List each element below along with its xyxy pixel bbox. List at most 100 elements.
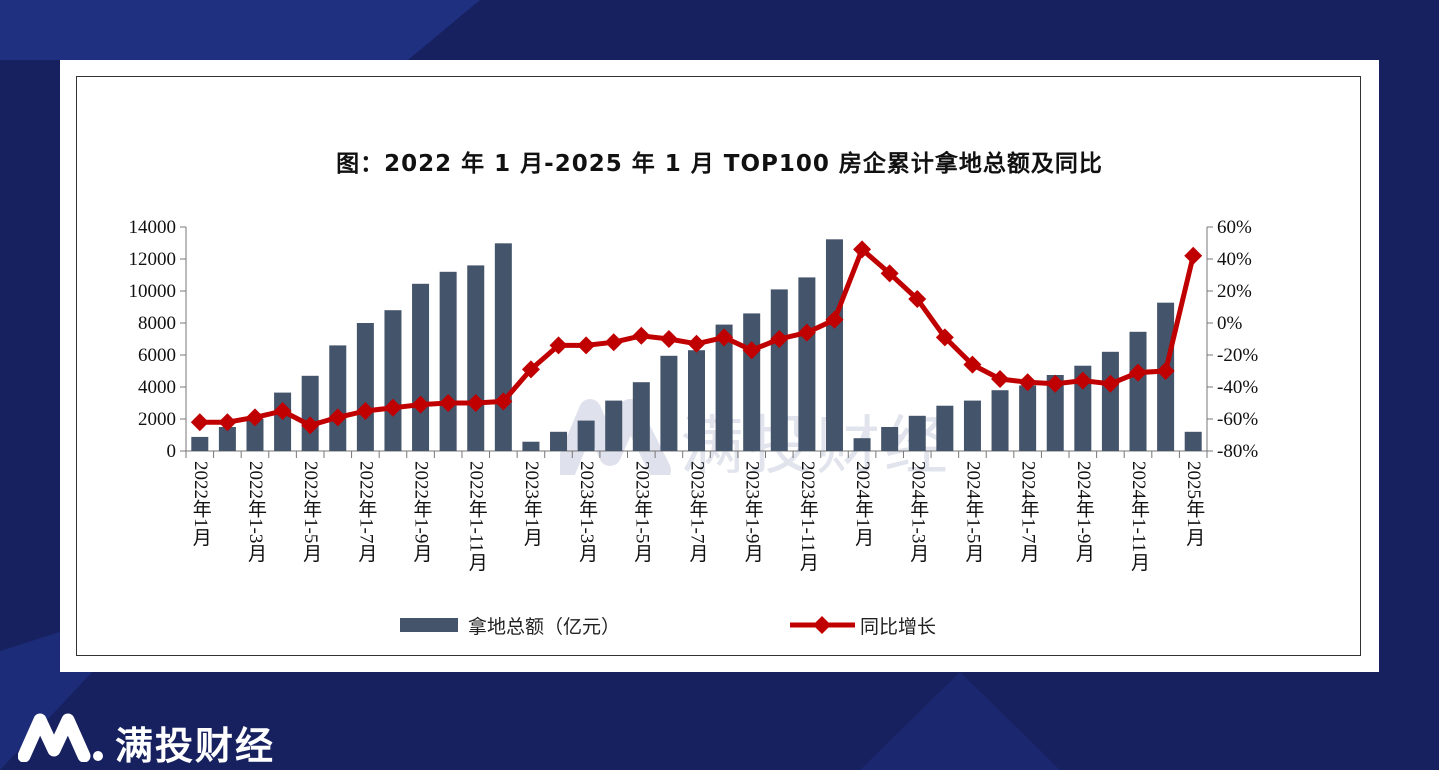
left-tick-label: 0 xyxy=(167,441,177,462)
brand-name: 满投财经 xyxy=(115,724,276,768)
line-marker xyxy=(1046,374,1065,393)
line-marker xyxy=(963,355,982,374)
bar xyxy=(798,277,816,451)
chart-frame xyxy=(76,76,1361,656)
line-marker xyxy=(880,264,899,283)
bar xyxy=(908,415,926,451)
line-marker xyxy=(466,394,485,412)
bar xyxy=(936,405,954,451)
line-marker xyxy=(908,290,927,308)
line-marker xyxy=(273,402,292,420)
right-tick-label: -40% xyxy=(1217,377,1258,398)
background-shape xyxy=(860,672,1060,770)
combo-chart: 0 2000 4000 6000 8000 10000 12000 14000 -80% -60%… xyxy=(129,217,1258,634)
left-tick-label: 8000 xyxy=(138,313,176,334)
x-tick-label: 2022年1-3月 xyxy=(244,461,266,563)
bar xyxy=(1101,351,1119,451)
bar xyxy=(577,420,595,451)
legend-bar-swatch xyxy=(400,618,458,632)
legend-bar-label: 拿地总额（亿元） xyxy=(468,616,621,638)
line-marker xyxy=(1073,371,1092,390)
left-tick-label: 2000 xyxy=(138,409,176,430)
x-tick-label: 2022年1月 xyxy=(189,461,211,547)
line-marker xyxy=(770,330,789,348)
legend-line-marker xyxy=(813,616,831,634)
bar xyxy=(191,436,209,451)
bar xyxy=(384,310,402,451)
line-marker xyxy=(245,408,264,427)
bar xyxy=(1184,431,1202,451)
x-tick-label: 2024年1-5月 xyxy=(962,461,984,563)
line-marker xyxy=(577,336,596,355)
bar xyxy=(743,313,761,451)
line-marker xyxy=(190,413,209,432)
left-tick-label: 6000 xyxy=(138,345,176,366)
x-tick-label: 2022年1-5月 xyxy=(300,461,322,563)
left-tick-label: 14000 xyxy=(129,217,177,238)
bar xyxy=(1074,365,1092,451)
left-tick-label: 12000 xyxy=(129,249,177,270)
bar xyxy=(881,427,899,451)
bar xyxy=(218,427,236,451)
bar xyxy=(522,441,540,451)
line-marker xyxy=(1156,362,1175,380)
line-marker xyxy=(715,328,734,347)
right-tick-label: -80% xyxy=(1217,441,1258,462)
line-marker xyxy=(218,413,237,432)
line-marker xyxy=(797,323,816,342)
x-tick-label: 2025年1月 xyxy=(1183,461,1205,547)
bar xyxy=(1019,385,1037,451)
line-marker xyxy=(659,330,678,348)
x-tick-label: 2023年1-9月 xyxy=(741,461,763,563)
line-marker xyxy=(301,416,320,435)
right-tick-label: 40% xyxy=(1217,249,1252,270)
bar xyxy=(605,400,623,451)
chart-card: 图：2022 年 1 月-2025 年 1 月 TOP100 房企累计拿地总额及… xyxy=(60,60,1379,672)
bar xyxy=(660,355,678,451)
line-marker xyxy=(991,370,1010,388)
x-tick-label: 2022年1-11月 xyxy=(465,461,487,572)
bar xyxy=(1129,331,1147,451)
line-marker xyxy=(742,341,761,360)
x-tick-label: 2023年1-3月 xyxy=(576,461,598,563)
line-marker xyxy=(521,360,540,379)
bar xyxy=(412,283,430,451)
line-marker xyxy=(604,333,623,352)
line-marker xyxy=(1018,373,1037,392)
bar xyxy=(467,265,485,451)
bar xyxy=(715,324,733,451)
bar xyxy=(329,345,347,451)
x-tick-label: 2024年1-7月 xyxy=(1017,461,1039,563)
line-marker xyxy=(825,310,844,329)
legend-line-label: 同比增长 xyxy=(860,616,937,638)
bar xyxy=(632,382,650,451)
line-marker xyxy=(1184,246,1203,265)
bar xyxy=(1046,375,1064,451)
bar xyxy=(301,375,319,451)
right-tick-label: 0% xyxy=(1217,313,1243,334)
line-marker xyxy=(1101,374,1120,393)
line-marker xyxy=(411,395,430,414)
line-marker xyxy=(935,328,954,347)
bar xyxy=(274,392,292,451)
bar xyxy=(853,438,871,451)
line-marker xyxy=(383,398,402,417)
bar xyxy=(550,431,568,451)
x-tick-label: 2024年1月 xyxy=(852,461,874,547)
line-marker xyxy=(1129,363,1148,382)
x-tick-label: 2022年1-9月 xyxy=(410,461,432,563)
left-tick-label: 4000 xyxy=(138,377,176,398)
x-tick-label: 2022年1-7月 xyxy=(355,461,377,563)
chart-title: 图：2022 年 1 月-2025 年 1 月 TOP100 房企累计拿地总额及… xyxy=(336,151,1103,177)
bar xyxy=(688,350,705,451)
bar xyxy=(356,323,374,451)
x-tick-label: 2024年1-11月 xyxy=(1128,461,1149,572)
right-tick-label: 20% xyxy=(1217,281,1252,302)
bar xyxy=(246,419,264,451)
right-tick-label: 60% xyxy=(1217,217,1252,238)
left-tick-label: 10000 xyxy=(129,281,177,302)
x-tick-label: 2023年1-5月 xyxy=(631,461,653,563)
right-tick-label: -20% xyxy=(1217,345,1258,366)
x-tick-label: 2024年1-9月 xyxy=(1072,461,1094,563)
line-marker xyxy=(853,240,872,259)
